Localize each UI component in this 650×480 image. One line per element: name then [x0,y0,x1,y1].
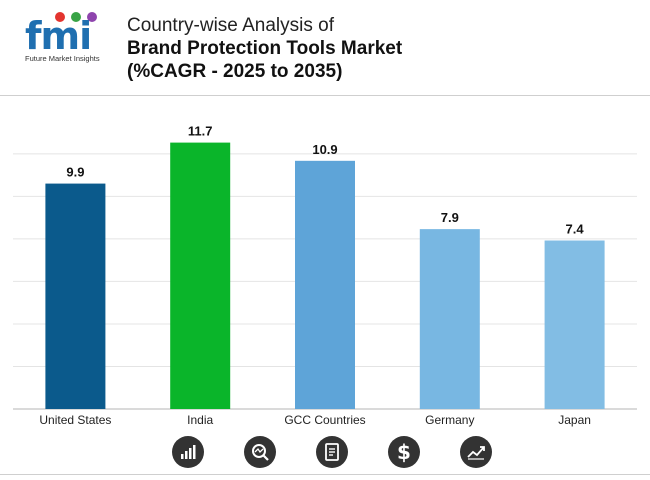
data-label: 7.9 [441,210,459,225]
x-tick-label: GCC Countries [284,413,365,427]
bar-germany [419,229,480,409]
title-line-3: (%CAGR - 2025 to 2035) [127,61,343,82]
report-icon [316,436,348,468]
trend-icon [460,436,492,468]
data-label: 7.4 [566,222,585,237]
logo-tagline: Future Market Insights [25,54,100,63]
title-line-1: Country-wise Analysis of [127,15,334,36]
footer-divider [0,474,650,475]
data-label: 10.9 [312,142,337,157]
chart-title: Country-wise Analysis of Brand Protectio… [127,14,627,83]
title-line-2: Brand Protection Tools Market [127,38,403,59]
fmi-logo: fmi Future Market Insights [25,12,107,64]
svg-text:$: $ [397,441,411,463]
icon-row: $ [0,434,650,470]
bar-united-states [45,183,106,409]
header: fmi Future Market Insights Country-wise … [0,0,650,96]
x-tick-label: United States [39,413,111,427]
bar-gcc-countries [295,160,355,409]
logo-brand: fmi [25,14,92,58]
logo-dot-red [55,12,65,22]
bar-japan [544,240,605,409]
x-tick-label: Japan [558,413,591,427]
data-label: 9.9 [66,165,84,180]
dollar-icon: $ [388,436,420,468]
data-label: 11.7 [188,124,213,139]
growth-chart-icon [172,436,204,468]
bar-india [170,142,231,409]
analysis-icon [244,436,276,468]
x-tick-label: Germany [425,413,474,427]
x-tick-label: India [187,413,213,427]
logo-dot-purple [87,12,97,22]
header-divider [0,95,650,96]
bar-chart: 9.9 United States 11.7 India 10.9 GCC Countri… [13,124,637,427]
logo-dot-green [71,12,81,22]
